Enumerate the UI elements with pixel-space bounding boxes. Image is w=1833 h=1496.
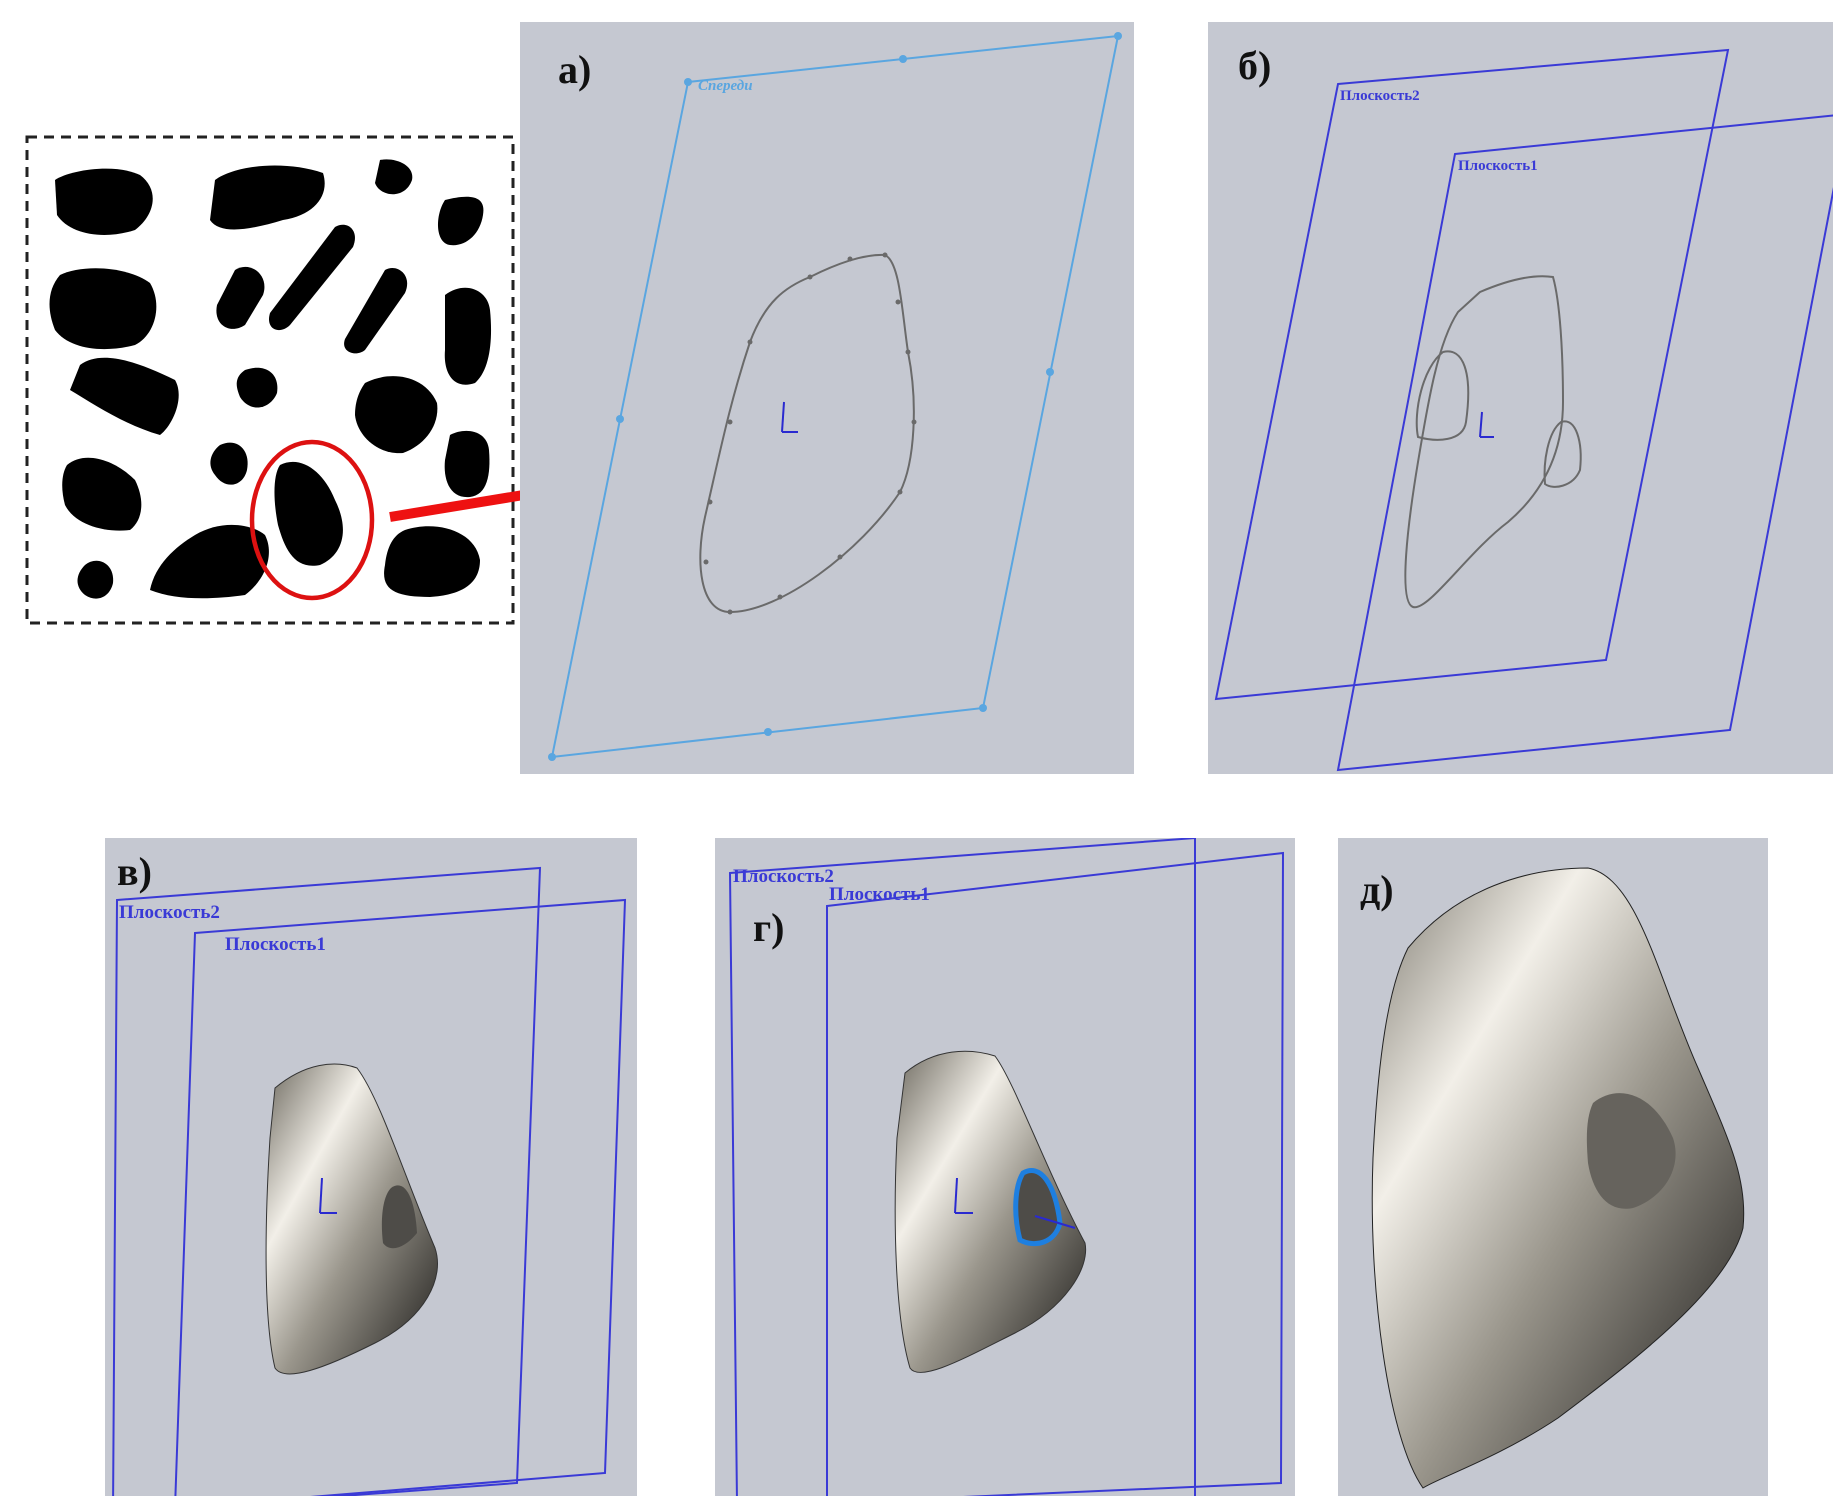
panel-d-drawing (1371, 867, 1745, 1489)
panel-a-label: а) (558, 47, 592, 92)
plane2-label: Плоскость2 (1340, 88, 1420, 104)
loft-patch (381, 1185, 417, 1249)
plane2 (112, 866, 542, 1496)
selected-grain-circle (249, 439, 375, 601)
panel-v-drawing: Плоскость2 Плоскость1 (112, 866, 627, 1496)
grain-particles (49, 159, 492, 599)
plane1-label: Плоскость1 (829, 884, 930, 905)
panel-b-sketch: Плоскость2 Плоскость1 б) (1208, 22, 1833, 774)
panel-d-final: д) (1338, 838, 1768, 1496)
panel-g-loft: Плоскость2 Плоскость1 г) (715, 838, 1295, 1496)
grain-micrograph (25, 135, 515, 625)
grain-micrograph-panel (25, 135, 515, 625)
plane1-label: Плоскость1 (1458, 158, 1538, 174)
panel-g-label: г) (753, 905, 785, 950)
left-loop-sketch (1415, 350, 1470, 441)
panel-b-label: б) (1238, 43, 1272, 88)
front-plane-label: Спереди (698, 78, 753, 94)
grain-3d-model (1371, 867, 1745, 1489)
panel-a-drawing: Спереди (548, 32, 1122, 761)
panel-g-drawing: Плоскость2 Плоскость1 (728, 838, 1285, 1496)
selected-loop-highlight (1013, 1168, 1063, 1247)
panel-v-label: в) (117, 849, 152, 894)
normal-arrow (1034, 1215, 1076, 1229)
origin-triad (781, 401, 798, 433)
panel-b-drawing: Плоскость2 Плоскость1 (1214, 48, 1833, 772)
plane2 (1214, 48, 1730, 701)
plane2-label: Плоскость2 (733, 866, 834, 887)
grain-contour-sketch (699, 253, 915, 614)
plane2 (728, 838, 1196, 1496)
plane1-label: Плоскость1 (225, 934, 326, 955)
panel-a-sketch: Спереди а) (520, 22, 1134, 774)
plane-handles (548, 32, 1122, 761)
grain-contour-sketch (1404, 275, 1565, 609)
plane1 (1336, 114, 1833, 772)
plane1 (174, 898, 627, 1496)
right-loop-sketch (1543, 420, 1582, 488)
grain-3d-model (265, 1063, 438, 1375)
origin-triad (954, 1177, 973, 1214)
origin-triad (1479, 411, 1494, 438)
panel-d-label: д) (1360, 867, 1394, 912)
plane1 (826, 851, 1285, 1496)
grain-3d-model (894, 1050, 1087, 1373)
panel-v-loft: Плоскость2 Плоскость1 в) (105, 838, 637, 1496)
origin-triad (319, 1177, 337, 1214)
front-plane (550, 34, 1120, 759)
loft-patch (1586, 1093, 1676, 1209)
sketch-points (703, 252, 917, 615)
plane2-label: Плоскость2 (119, 902, 220, 923)
